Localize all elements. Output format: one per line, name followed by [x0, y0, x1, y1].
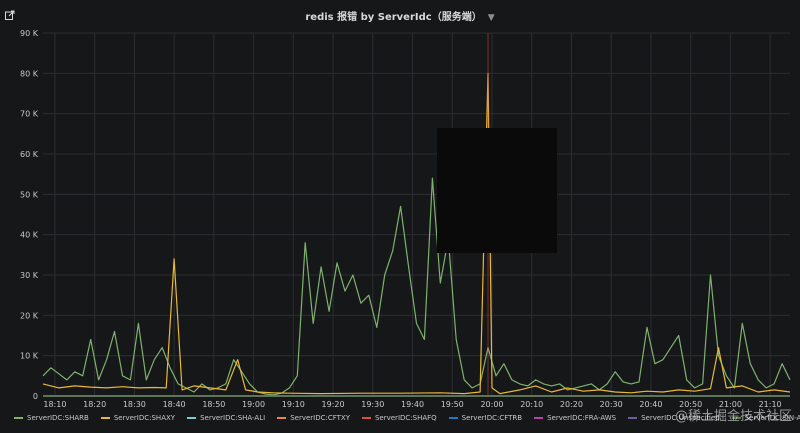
share-icon[interactable]	[5, 10, 15, 20]
y-tick-label: 50 K	[20, 190, 39, 199]
y-tick-label: 90 K	[20, 29, 39, 38]
legend-item[interactable]: ServerIDC:FRA-AWS	[534, 414, 616, 422]
series-line	[42, 72, 791, 395]
legend-label: ServerIDC:SHARB	[27, 414, 89, 422]
legend-swatch	[448, 417, 458, 419]
legend-label: ServerIDC:FRA-AWS	[547, 414, 617, 422]
legend-swatch	[534, 417, 544, 419]
y-tick-label: 80 K	[20, 69, 39, 78]
legend-item[interactable]: ServerIDC:CFTRB	[448, 414, 523, 422]
x-tick-label: 18:50	[202, 400, 225, 409]
x-tick-label: 20:50	[679, 400, 702, 409]
legend-swatch	[277, 417, 287, 419]
x-tick-label: 18:40	[163, 400, 186, 409]
x-tick-label: 18:10	[43, 400, 66, 409]
legend-item[interactable]: ServerIDC:CFTXY	[277, 414, 350, 422]
x-tick-label: 18:30	[123, 400, 146, 409]
legend-label: ServerIDC:CFTRB	[461, 414, 523, 422]
x-tick-label: 21:00	[719, 400, 742, 409]
x-tick-label: 19:10	[282, 400, 305, 409]
x-tick-label: 20:00	[480, 400, 503, 409]
legend-swatch	[100, 417, 110, 419]
legend-label: ServerIDC:SHA-ALI	[200, 414, 266, 422]
y-tick-label: 0	[33, 392, 38, 401]
legend-swatch	[628, 417, 638, 419]
y-tick-label: 60 K	[20, 150, 39, 159]
y-tick-label: 10 K	[20, 352, 39, 361]
legend-item[interactable]: ServerIDC:SHA-ALI	[187, 414, 265, 422]
legend: ServerIDC:SHARB ServerIDC:SHAXY ServerIDC:…	[14, 411, 800, 425]
y-tick-label: 30 K	[20, 271, 39, 280]
y-tick-label: 40 K	[20, 231, 39, 240]
legend-swatch	[731, 417, 741, 419]
legend-item[interactable]: ServerIDC:SHAXY	[100, 414, 176, 422]
x-tick-label: 21:10	[759, 400, 782, 409]
x-tick-label: 19:30	[361, 400, 384, 409]
redaction-overlay	[437, 128, 557, 253]
caret-down-icon[interactable]: ▼	[487, 13, 495, 23]
panel-title[interactable]: redis 报错 by ServerIdc（服务端）	[305, 12, 482, 23]
legend-item[interactable]: ServerIDC:SHARB	[14, 414, 89, 422]
legend-label: ServerIDC:SHAFQ	[374, 414, 437, 422]
legend-swatch	[187, 417, 197, 419]
x-tick-label: 18:20	[83, 400, 106, 409]
x-tick-label: 19:40	[401, 400, 424, 409]
panel-title-bar: redis 报错 by ServerIdc（服务端） ▼	[0, 8, 800, 23]
x-tick-label: 20:20	[560, 400, 583, 409]
watermark: @稀土掘金技术社区	[674, 409, 792, 424]
y-tick-label: 70 K	[20, 110, 39, 119]
x-tick-label: 20:40	[639, 400, 662, 409]
x-tick-label: 20:30	[600, 400, 623, 409]
legend-item[interactable]: ServerIDC:SIN-AWS	[731, 414, 800, 422]
legend-item[interactable]: ServerIDC:SHAFQ	[361, 414, 437, 422]
x-tick-label: 20:10	[520, 400, 543, 409]
legend-label: ServerIDC:CFTXY	[290, 414, 350, 422]
legend-label: ServerIDC:Unspecified	[641, 414, 720, 422]
x-tick-label: 19:20	[322, 400, 345, 409]
y-tick-label: 20 K	[20, 311, 39, 320]
legend-swatch	[14, 417, 23, 419]
x-tick-label: 19:00	[242, 400, 265, 409]
legend-swatch	[361, 417, 371, 419]
legend-label: ServerIDC:SHAXY	[113, 414, 176, 422]
series-line	[42, 177, 791, 396]
legend-item[interactable]: ServerIDC:Unspecified	[628, 414, 720, 422]
legend-label: ServerIDC:SIN-AWS	[744, 414, 800, 422]
x-tick-label: 19:50	[441, 400, 464, 409]
